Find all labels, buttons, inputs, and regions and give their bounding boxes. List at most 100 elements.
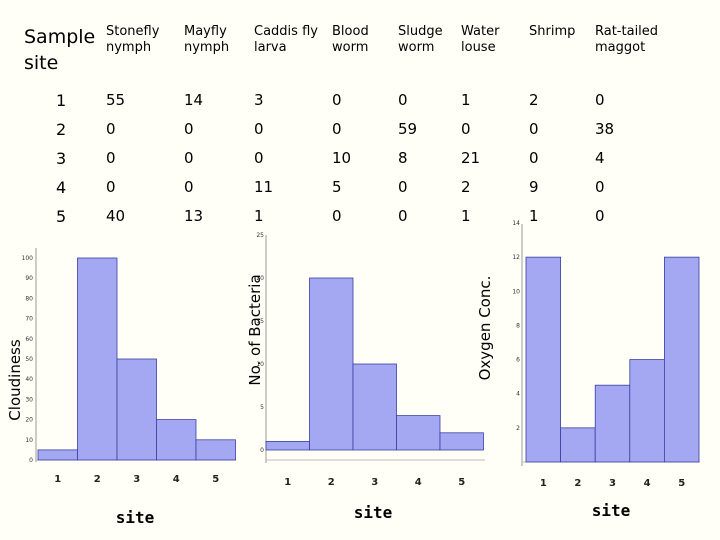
header-cell: Sample site (24, 26, 96, 74)
y-tick-label: 40 (25, 376, 33, 383)
species-count-table: Sample site Stonefly nymph Mayfly nymph … (18, 18, 661, 231)
count-cell: 0 (595, 91, 605, 109)
x-tick-label: 1 (540, 478, 547, 489)
count-cell: 9 (529, 178, 539, 196)
bar (156, 419, 197, 461)
x-tick-label: 5 (678, 478, 685, 489)
count-cell: 3 (254, 91, 264, 109)
bar (594, 384, 631, 463)
table-row: 5 40 13 1 0 0 1 1 0 (18, 202, 661, 231)
site-cell: 3 (56, 149, 67, 168)
table-row: 4 0 0 11 5 0 2 9 0 (18, 173, 661, 202)
table-row: 1 55 14 3 0 0 1 2 0 (18, 86, 661, 115)
y-axis-label: Cloudiness (6, 339, 24, 421)
header-cell: Stonefly nymph (106, 24, 160, 55)
x-tick-label: 5 (458, 477, 465, 488)
site-cell: 4 (56, 178, 67, 197)
header-cell: Blood worm (332, 24, 369, 55)
count-cell: 13 (184, 207, 204, 225)
y-tick-label: 10 (512, 288, 520, 295)
y-tick-label: 10 (25, 437, 33, 444)
site-cell: 2 (56, 120, 67, 139)
bar (663, 256, 700, 463)
x-tick-label: 2 (574, 478, 581, 489)
x-tick-label: 3 (609, 478, 616, 489)
count-cell: 0 (332, 91, 342, 109)
x-axis-label: site (592, 501, 631, 520)
bar (352, 363, 397, 451)
table-row: 3 0 0 0 10 8 21 0 4 (18, 144, 661, 173)
y-tick-label: 5 (260, 404, 264, 411)
count-cell: 0 (461, 120, 471, 138)
header-cell: Caddis fly larva (254, 24, 318, 55)
count-cell: 55 (106, 91, 126, 109)
bar (439, 432, 484, 451)
bar (116, 358, 157, 461)
x-tick-label: 3 (133, 474, 140, 485)
count-cell: 10 (332, 149, 352, 167)
y-tick-label: 70 (25, 316, 33, 323)
y-tick-label: 12 (512, 254, 520, 261)
count-cell: 2 (461, 178, 471, 196)
x-tick-label: 2 (328, 477, 335, 488)
x-tick-label: 4 (644, 478, 651, 489)
count-cell: 0 (184, 178, 194, 196)
y-tick-label: 14 (512, 220, 520, 227)
header-cell: Rat-tailed maggot (595, 24, 659, 55)
count-cell: 38 (595, 120, 615, 138)
count-cell: 4 (595, 149, 605, 167)
bar (195, 439, 236, 461)
bar (560, 427, 596, 463)
table-header-row: Sample site Stonefly nymph Mayfly nymph … (18, 18, 661, 86)
bar (396, 415, 441, 451)
y-tick-label: 10 (256, 361, 264, 368)
bar (265, 440, 310, 451)
count-cell: 59 (398, 120, 418, 138)
x-tick-label: 2 (94, 474, 101, 485)
y-tick-label: 0 (29, 457, 33, 464)
bar (309, 277, 354, 451)
count-cell: 2 (529, 91, 539, 109)
count-cell: 0 (398, 91, 408, 109)
count-cell: 1 (461, 207, 471, 225)
count-cell: 0 (595, 178, 605, 196)
x-axis-label: site (116, 508, 155, 527)
x-tick-label: 4 (415, 477, 422, 488)
bar (629, 359, 665, 463)
count-cell: 0 (184, 149, 194, 167)
y-tick-label: 90 (25, 275, 33, 282)
count-cell: 40 (106, 207, 126, 225)
x-tick-label: 1 (54, 474, 61, 485)
count-cell: 0 (106, 178, 116, 196)
y-tick-label: 30 (25, 396, 33, 403)
count-cell: 0 (529, 149, 539, 167)
y-tick-label: 25 (256, 232, 264, 239)
count-cell: 1 (461, 91, 471, 109)
count-cell: 1 (529, 207, 539, 225)
y-tick-label: 50 (25, 356, 33, 363)
count-cell: 0 (332, 120, 342, 138)
count-cell: 11 (254, 178, 274, 196)
count-cell: 0 (398, 207, 408, 225)
y-tick-label: 20 (256, 275, 264, 282)
y-tick-label: 8 (516, 322, 520, 329)
count-cell: 0 (595, 207, 605, 225)
count-cell: 8 (398, 149, 408, 167)
y-axis-label: Oxygen Conc. (476, 276, 494, 381)
count-cell: 0 (254, 149, 264, 167)
x-tick-label: 4 (173, 474, 180, 485)
count-cell: 0 (184, 120, 194, 138)
y-tick-label: 0 (260, 447, 264, 454)
y-tick-label: 15 (256, 318, 264, 325)
bar (77, 257, 118, 461)
x-axis-label: site (354, 503, 393, 522)
header-cell: Water louse (461, 24, 500, 55)
bar (37, 449, 78, 461)
y-tick-label: 2 (516, 425, 520, 432)
count-cell: 1 (254, 207, 264, 225)
y-tick-label: 20 (25, 417, 33, 424)
y-tick-label: 4 (516, 391, 520, 398)
count-cell: 0 (398, 178, 408, 196)
y-tick-label: 100 (22, 255, 34, 262)
